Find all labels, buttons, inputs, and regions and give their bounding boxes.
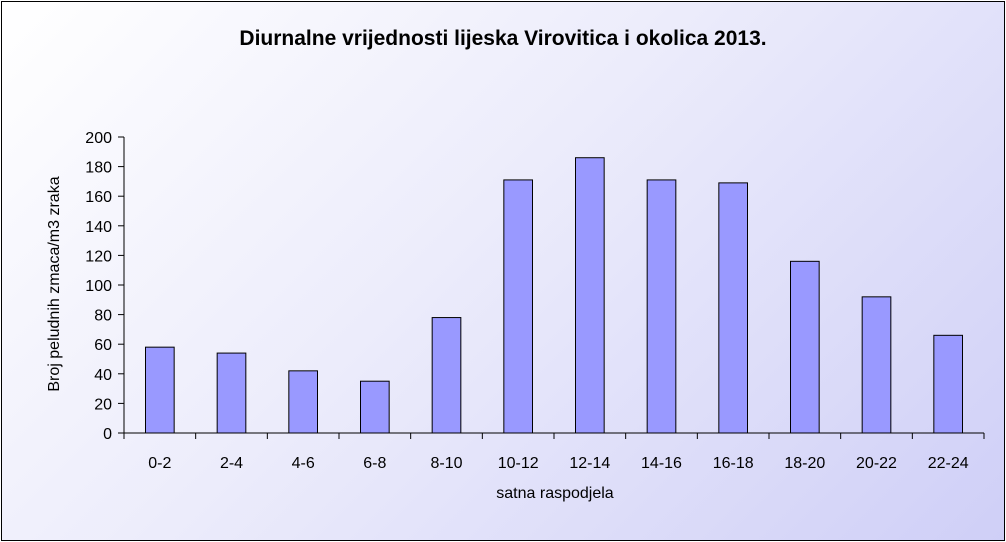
- y-tick-label: 0: [103, 426, 112, 443]
- y-tick-label: 20: [94, 396, 112, 413]
- bar-4-6: [288, 370, 319, 434]
- y-tick-label: 180: [85, 160, 112, 177]
- x-tick-label: 22-24: [928, 455, 969, 472]
- x-tick-label: 2-4: [220, 455, 243, 472]
- bar-8-10: [431, 317, 462, 434]
- x-tick-label: 20-22: [856, 455, 897, 472]
- bar-18-20: [790, 260, 820, 434]
- y-tick-label: 40: [94, 367, 112, 384]
- y-tick-label: 120: [85, 248, 112, 265]
- x-tick-label: 10-12: [498, 455, 539, 472]
- x-tick-label: 14-16: [641, 455, 682, 472]
- bar-10-12: [503, 179, 534, 434]
- x-tick-label: 12-14: [569, 455, 610, 472]
- y-tick-label: 80: [94, 308, 112, 325]
- y-tick-label: 200: [85, 130, 112, 147]
- y-tick-label: 100: [85, 278, 112, 295]
- y-tick-label: 160: [85, 189, 112, 206]
- x-axis: 0-2 2-4 4-6 6-8 8-10 10-12 12-14 14-16 16-18 18-2…: [123, 432, 985, 472]
- bars: [145, 157, 963, 434]
- chart-title: Diurnalne vrijednosti lijeska Virovitica…: [239, 27, 767, 50]
- x-tick-label: 8-10: [430, 455, 462, 472]
- x-tick-label: 4-6: [292, 455, 315, 472]
- bar-22-24: [933, 334, 963, 434]
- x-axis-label: satna raspodjela: [496, 485, 614, 502]
- y-axis: 0 20 40 60 80 100 120 140 160 180 200: [85, 130, 125, 443]
- x-tick-label: 16-18: [713, 455, 754, 472]
- x-tick-label: 6-8: [363, 455, 386, 472]
- bar-0-2: [145, 346, 175, 434]
- y-tick-label: 60: [94, 337, 112, 354]
- x-tick-label: 0-2: [148, 455, 171, 472]
- bar-16-18: [718, 182, 748, 434]
- bar-12-14: [575, 157, 605, 434]
- bar-14-16: [646, 179, 677, 434]
- y-tick-label: 140: [85, 219, 112, 236]
- bar-2-4: [216, 352, 247, 434]
- bar-6-8: [360, 380, 390, 434]
- bar-20-22: [861, 296, 892, 434]
- x-tick-label: 18-20: [784, 455, 825, 472]
